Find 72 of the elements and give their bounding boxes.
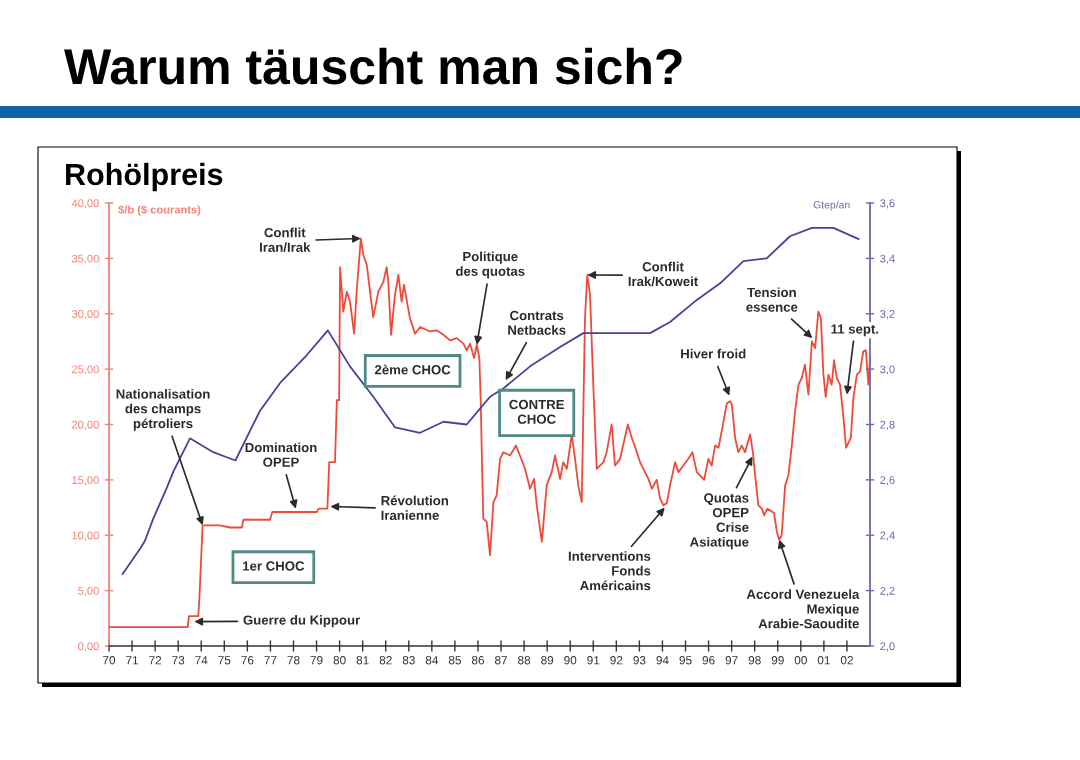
y2-tick-label: 3,4 [880, 254, 895, 264]
y-tick-label: 10,00 [72, 531, 99, 541]
annotation: Révolution Iranienne [381, 495, 449, 520]
x-tick-label: 90 [564, 656, 577, 665]
y-tick-label: 25,00 [72, 365, 99, 375]
annotation: Politique des quotas [455, 251, 525, 279]
x-tick-label: 97 [725, 656, 738, 665]
y-tick-label: 40,00 [71, 199, 99, 209]
x-tick-label: 82 [379, 656, 392, 665]
y2-tick-label: 2,6 [880, 476, 895, 486]
annotation: Tension essence [746, 287, 798, 312]
annotation: 11 sept. [831, 324, 879, 337]
y-tick-label: 20,00 [72, 420, 99, 430]
y2-tick-label: 2,4 [880, 531, 895, 541]
x-tick-label: 94 [656, 656, 669, 665]
y-tick-label: 0,00 [78, 642, 99, 652]
x-tick-label: 85 [448, 656, 461, 665]
annotation: Contrats Netbacks [508, 310, 566, 335]
x-tick-label: 99 [771, 656, 784, 665]
x-tick-label: 89 [541, 656, 554, 665]
x-tick-label: 93 [633, 656, 646, 665]
x-tick-label: 78 [287, 656, 300, 665]
x-tick-label: 87 [494, 656, 507, 665]
x-tick-label: 98 [748, 656, 761, 665]
x-tick-label: 70 [103, 656, 116, 665]
x-tick-label: 95 [679, 656, 692, 665]
y2-tick-label: 3,0 [880, 365, 895, 375]
annotation: CONTRE CHOC [509, 399, 565, 424]
x-tick-label: 00 [794, 656, 807, 665]
x-tick-label: 75 [218, 656, 231, 665]
x-tick-label: 83 [402, 656, 415, 665]
x-tick-label: 72 [149, 656, 162, 665]
y-tick-label: 30,00 [71, 310, 99, 320]
x-tick-label: 84 [425, 656, 439, 665]
annotation: Conflit Irak/Koweit [628, 261, 699, 287]
x-tick-label: 76 [241, 656, 254, 665]
y2-axis-title: Gtep/an [813, 200, 850, 211]
x-tick-label: 88 [518, 656, 531, 665]
annotation: 1er CHOC [243, 561, 305, 571]
x-tick-label: 01 [817, 656, 830, 665]
y-axis-title: $/b ($ courants) [118, 205, 201, 216]
annotation: Hiver froid [681, 348, 746, 359]
x-tick-label: 77 [264, 656, 277, 665]
x-tick-label: 80 [333, 656, 346, 665]
chart-title: Warum täuscht man sich? [64, 47, 682, 85]
x-tick-label: 74 [195, 656, 208, 665]
y-tick-label: 15,00 [72, 476, 99, 486]
annotation: Interventions Fonds Américains [568, 551, 651, 591]
x-tick-label: 79 [310, 656, 323, 665]
x-tick-label: 02 [840, 656, 853, 665]
annotation: Accord Venezuela Mexique Arabie-Saoudite [746, 589, 860, 629]
annotation: Conflit Iran/Irak [260, 227, 311, 253]
y2-tick-label: 3,2 [880, 310, 895, 320]
x-tick-label: 81 [356, 656, 369, 665]
annotation: Guerre du Kippour [243, 615, 361, 628]
annotation: Nationalisation des champs pétroliers [116, 388, 210, 431]
x-tick-label: 92 [610, 656, 623, 665]
x-tick-label: 91 [587, 656, 600, 665]
x-tick-label: 73 [172, 656, 185, 665]
x-tick-label: 96 [702, 656, 715, 665]
y2-tick-label: 3,6 [880, 199, 895, 209]
y2-tick-label: 2,2 [880, 586, 895, 597]
annotation: Quotas OPEP Crise Asiatique [689, 493, 749, 550]
annotation: 2ème CHOC [374, 364, 451, 375]
y2-tick-label: 2,0 [880, 642, 895, 652]
y-tick-label: 35,00 [71, 254, 99, 264]
y-tick-label: 5,00 [78, 586, 99, 597]
annotation: Domination OPEP [245, 442, 317, 467]
y2-tick-label: 2,8 [880, 420, 895, 430]
x-tick-label: 86 [471, 656, 485, 665]
chart-subtitle: Rohölpreis [66, 162, 223, 192]
x-tick-label: 71 [126, 656, 139, 665]
